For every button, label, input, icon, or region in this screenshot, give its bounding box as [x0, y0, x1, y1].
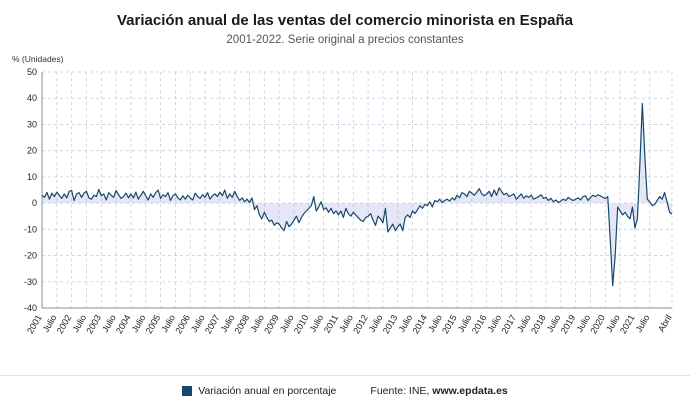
legend-swatch-icon [182, 386, 193, 396]
y-tick-label: 20 [27, 146, 37, 156]
y-axis-unit-label: % (Unidades) [12, 54, 64, 64]
x-tick-label: 2011 [322, 313, 340, 335]
y-tick-label: -40 [24, 303, 37, 313]
x-tick-label: Abril [656, 313, 674, 334]
x-tick-label: 2005 [144, 313, 163, 335]
x-tick-label: 2014 [410, 313, 429, 335]
x-tick-label: 2019 [559, 313, 578, 335]
y-tick-label: 30 [27, 119, 37, 129]
x-tick-label: 2002 [55, 313, 74, 335]
x-tick-label: 2007 [203, 313, 222, 335]
x-tick-label: 2017 [499, 313, 518, 335]
x-tick-label: 2018 [529, 313, 548, 335]
chart-footer: Variación anual en porcentaje Fuente: IN… [0, 375, 690, 406]
x-tick-label: 2012 [351, 313, 370, 335]
source-site-link[interactable]: www.epdata.es [432, 385, 508, 397]
x-tick-label: Julio [634, 313, 652, 334]
y-tick-label: 50 [27, 67, 37, 77]
y-tick-label: 10 [27, 172, 37, 182]
y-tick-label: 40 [27, 93, 37, 103]
line-chart: 50403020100-10-20-30-402001Julio2002Juli… [24, 67, 674, 335]
chart-header: Variación anual de las ventas del comerc… [0, 0, 690, 46]
x-tick-label: 2008 [233, 313, 252, 335]
x-tick-label: 2004 [114, 313, 133, 335]
x-tick-label: 2006 [173, 313, 192, 335]
chart-subtitle: 2001-2022. Serie original a precios cons… [226, 34, 464, 46]
x-tick-label: 2021 [618, 313, 637, 335]
y-tick-label: 0 [32, 198, 37, 208]
y-tick-label: -10 [24, 224, 37, 234]
y-tick-label: -20 [24, 251, 37, 261]
chart-area: 50 40 30 20 10 0 -10 -20 -30 -40 2001 Julio 2002 Juli… [0, 64, 690, 375]
source-prefix: Fuente: INE, [370, 385, 433, 397]
x-tick-label: 2013 [381, 313, 400, 335]
legend: Variación anual en porcentaje [182, 385, 336, 397]
source-text: Fuente: INE, www.epdata.es [370, 385, 507, 397]
x-tick-label: 2009 [262, 313, 281, 335]
x-tick-label: 2003 [84, 313, 103, 335]
x-tick-label: 2001 [25, 313, 44, 335]
x-tick-label: 2016 [470, 313, 489, 335]
x-tick-label: 2020 [588, 313, 607, 335]
series-line [41, 102, 673, 287]
legend-label: Variación anual en porcentaje [198, 385, 337, 397]
y-tick-label: -30 [24, 277, 37, 287]
x-tick-label: 2015 [440, 313, 459, 335]
x-tick-label: 2010 [292, 313, 311, 335]
chart-title: Variación anual de las ventas del comerc… [116, 12, 573, 29]
